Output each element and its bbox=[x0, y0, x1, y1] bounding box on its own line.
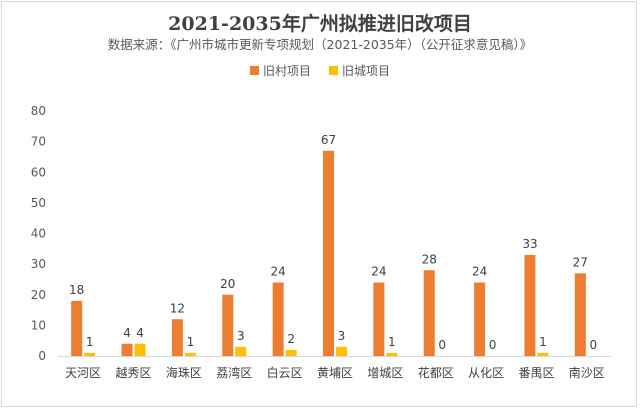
legend-item-old-city: 旧城项目 bbox=[329, 62, 390, 79]
bar-old-city bbox=[84, 352, 96, 356]
data-label-old-village: 24 bbox=[371, 265, 386, 279]
data-label-old-village: 24 bbox=[270, 265, 285, 279]
x-tick-label: 番禺区 bbox=[518, 366, 554, 380]
bar-old-city bbox=[235, 346, 247, 356]
bar-old-city bbox=[336, 346, 347, 356]
bar-old-city bbox=[537, 352, 549, 356]
data-label-old-city: 0 bbox=[438, 338, 446, 352]
y-tick-label: 10 bbox=[31, 318, 46, 332]
x-tick-label: 增城区 bbox=[367, 366, 403, 380]
x-tick-label: 海珠区 bbox=[166, 365, 202, 380]
data-label-old-city: 3 bbox=[237, 329, 245, 343]
bar-old-village bbox=[272, 282, 284, 356]
data-label-old-village: 18 bbox=[69, 283, 84, 297]
y-tick-label: 60 bbox=[31, 165, 46, 179]
y-tick-label: 50 bbox=[31, 196, 46, 210]
y-tick-label: 20 bbox=[31, 288, 46, 302]
bar-old-village bbox=[524, 254, 536, 356]
bar-old-city bbox=[134, 343, 146, 356]
data-label-old-city: 1 bbox=[539, 335, 547, 349]
y-tick-label: 0 bbox=[38, 349, 46, 363]
bar-old-village bbox=[171, 319, 183, 356]
bar-old-city bbox=[386, 352, 398, 356]
bar-old-village bbox=[423, 270, 435, 356]
data-label-old-village: 28 bbox=[422, 252, 437, 266]
legend: 旧村项目 旧城项目 bbox=[0, 62, 640, 79]
x-tick-label: 越秀区 bbox=[116, 366, 152, 380]
data-label-old-city: 1 bbox=[388, 335, 396, 349]
legend-swatch-old-village bbox=[249, 66, 259, 75]
y-tick-label: 80 bbox=[31, 104, 46, 118]
data-label-old-city: 0 bbox=[589, 338, 597, 352]
bar-old-village bbox=[121, 343, 133, 356]
bar-old-village bbox=[574, 273, 586, 356]
data-label-old-city: 1 bbox=[187, 335, 195, 349]
data-label-old-village: 24 bbox=[472, 265, 487, 279]
bar-old-village bbox=[222, 294, 234, 356]
bar-old-village bbox=[474, 282, 486, 356]
bar-old-village bbox=[323, 150, 334, 356]
data-label-old-village: 27 bbox=[573, 255, 588, 269]
x-tick-label: 黄埔区 bbox=[317, 366, 353, 380]
data-label-old-city: 0 bbox=[489, 338, 497, 352]
legend-item-old-village: 旧村项目 bbox=[249, 62, 311, 79]
x-tick-label: 南沙区 bbox=[569, 365, 605, 380]
bar-old-city bbox=[184, 352, 196, 356]
data-label-old-city: 3 bbox=[338, 329, 346, 343]
y-tick-label: 40 bbox=[31, 227, 46, 241]
data-label-old-city: 2 bbox=[287, 332, 295, 346]
data-label-old-village: 67 bbox=[321, 133, 336, 147]
data-label-old-city: 4 bbox=[136, 326, 144, 340]
chart-subtitle: 数据来源：《广州市城市更新专项规划（2021-2035年）（公开征求意见稿）》 bbox=[107, 37, 533, 52]
x-tick-label: 天河区 bbox=[65, 366, 101, 380]
legend-label-old-village: 旧村项目 bbox=[262, 64, 311, 78]
data-label-old-village: 4 bbox=[123, 326, 131, 340]
legend-swatch-old-city bbox=[329, 66, 338, 75]
y-tick-label: 70 bbox=[31, 135, 46, 149]
data-label-old-village: 12 bbox=[170, 301, 185, 315]
data-label-old-village: 20 bbox=[220, 277, 235, 291]
bar-old-city bbox=[285, 349, 297, 356]
chart-title: 2021-2035年广州拟推进旧改项目 bbox=[168, 13, 472, 35]
x-tick-label: 荔湾区 bbox=[216, 365, 252, 380]
x-tick-label: 从化区 bbox=[468, 366, 504, 380]
bar-old-village bbox=[373, 282, 385, 356]
legend-label-old-city: 旧城项目 bbox=[342, 64, 391, 78]
x-tick-label: 白云区 bbox=[267, 365, 303, 380]
data-label-old-village: 33 bbox=[522, 237, 537, 251]
data-label-old-city: 1 bbox=[86, 335, 94, 349]
y-tick-label: 30 bbox=[31, 257, 46, 271]
x-tick-label: 花都区 bbox=[418, 365, 454, 380]
bar-old-village bbox=[71, 300, 83, 356]
